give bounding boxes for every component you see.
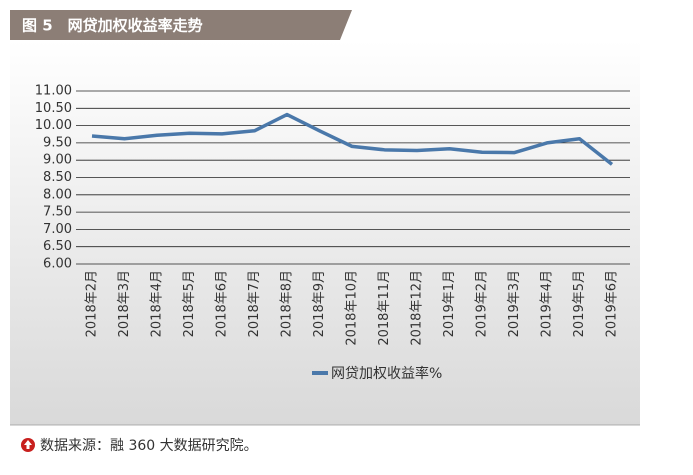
x-tick-label: 2018年5月 bbox=[182, 270, 197, 337]
x-tick-label: 2018年3月 bbox=[117, 270, 132, 337]
y-tick-label: 11.00 bbox=[35, 84, 72, 99]
x-tick-label: 2018年9月 bbox=[312, 270, 327, 337]
y-tick-label: 8.00 bbox=[43, 187, 72, 202]
x-tick-label: 2018年2月 bbox=[85, 270, 100, 337]
y-tick-label: 9.50 bbox=[43, 135, 72, 150]
x-tick-label: 2019年6月 bbox=[605, 270, 620, 337]
y-tick-label: 10.50 bbox=[35, 101, 72, 116]
x-tick-label: 2018年7月 bbox=[247, 270, 262, 337]
x-tick-label: 2019年1月 bbox=[442, 270, 457, 337]
x-tick-label: 2018年11月 bbox=[377, 270, 392, 346]
x-tick-label: 2019年2月 bbox=[475, 270, 490, 337]
plot-background bbox=[10, 40, 640, 425]
x-tick-label: 2019年4月 bbox=[540, 270, 555, 337]
x-tick-label: 2018年8月 bbox=[280, 270, 295, 337]
x-tick-label: 2019年5月 bbox=[572, 270, 587, 337]
y-tick-label: 7.50 bbox=[43, 205, 72, 220]
title-banner bbox=[10, 10, 352, 40]
y-tick-label: 10.00 bbox=[35, 118, 72, 133]
source-note: 数据来源：融 360 大数据研究院。 bbox=[40, 438, 258, 454]
source-icon-arrow bbox=[24, 440, 32, 449]
y-tick-label: 7.00 bbox=[43, 222, 72, 237]
y-tick-label: 8.50 bbox=[43, 170, 72, 185]
x-tick-label: 2018年6月 bbox=[215, 270, 230, 337]
chart-title: 图 5 网贷加权收益率走势 bbox=[22, 17, 203, 35]
y-tick-label: 6.50 bbox=[43, 239, 72, 254]
x-tick-label: 2018年10月 bbox=[345, 270, 360, 346]
x-tick-label: 2019年3月 bbox=[507, 270, 522, 337]
legend-label: 网贷加权收益率% bbox=[331, 365, 442, 382]
line-series bbox=[91, 112, 614, 166]
x-tick-label: 2018年12月 bbox=[410, 270, 425, 346]
y-tick-label: 9.00 bbox=[43, 153, 72, 168]
y-tick-label: 6.00 bbox=[43, 257, 72, 272]
x-tick-label: 2018年4月 bbox=[150, 270, 165, 337]
